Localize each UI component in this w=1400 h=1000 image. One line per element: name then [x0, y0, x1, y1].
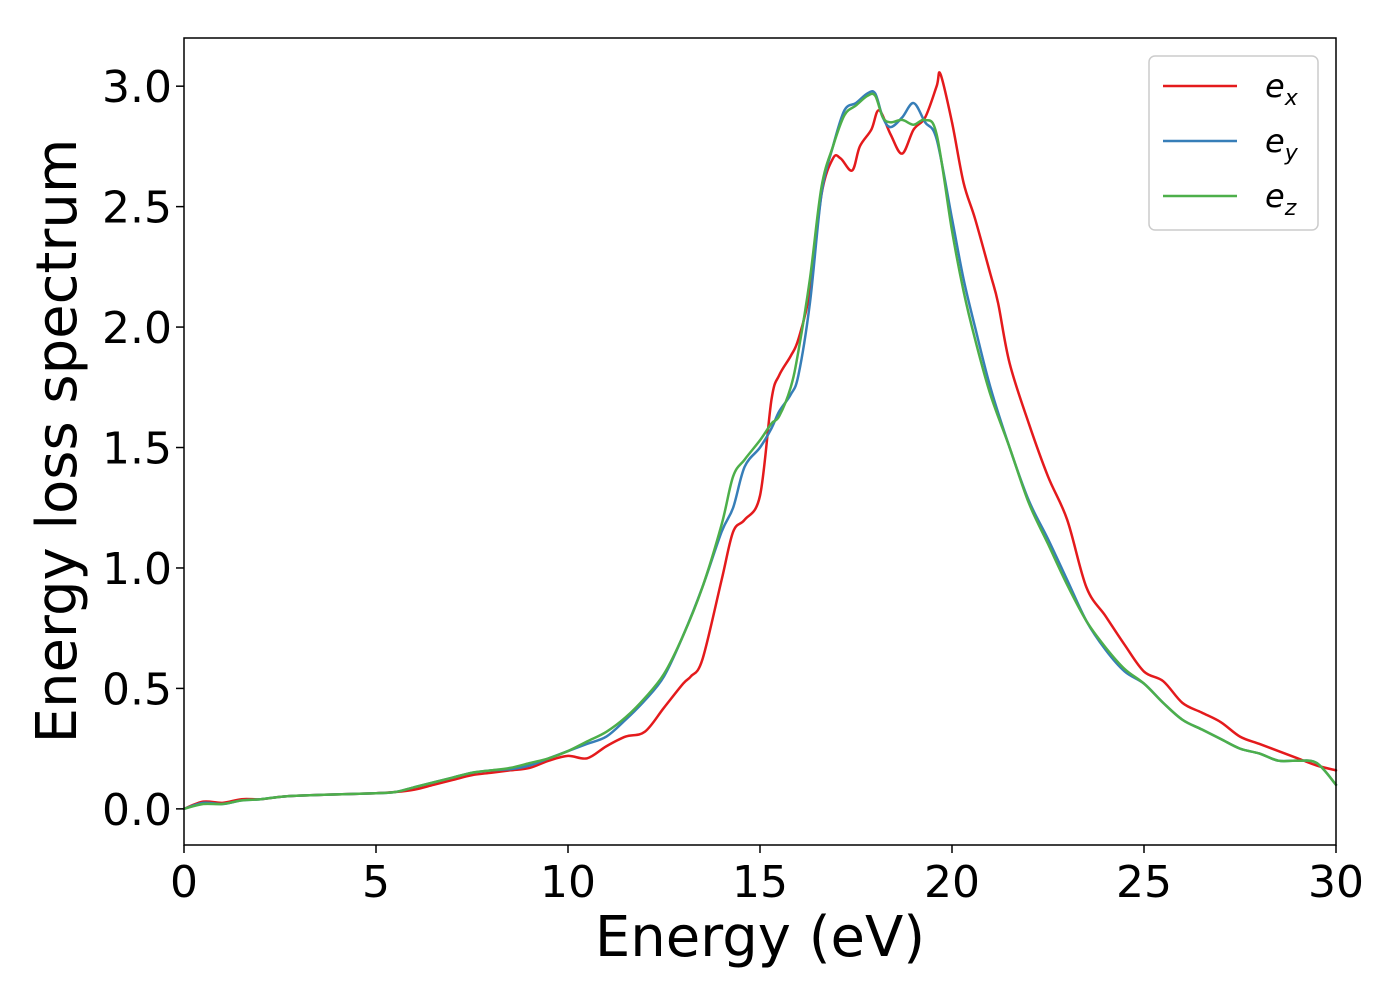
y-axis-label: Energy loss spectrum	[25, 139, 90, 744]
x-tick-label: 5	[362, 857, 390, 908]
x-tick-label: 20	[924, 857, 980, 908]
x-tick-label: 30	[1308, 857, 1364, 908]
x-tick-label: 15	[732, 857, 788, 908]
y-axis-ticks: 0.0 0.5 1.0 1.5 2.0 2.5 3.0	[102, 62, 184, 836]
series-line-z	[182, 92, 1338, 811]
legend-box	[1148, 55, 1319, 231]
y-tick-label: 1.5	[102, 424, 172, 475]
x-axis-ticks: 0 5 10 15 20 25 30	[170, 845, 1364, 908]
x-tick-label: 0	[170, 857, 198, 908]
x-axis-label: Energy (eV)	[595, 905, 925, 970]
y-tick-label: 0.0	[102, 785, 172, 836]
y-tick-label: 2.0	[102, 303, 172, 354]
x-tick-label: 10	[540, 857, 596, 908]
plot-lines	[182, 71, 1338, 811]
y-tick-label: 1.0	[102, 544, 172, 595]
y-tick-label: 3.0	[102, 62, 172, 113]
y-tick-label: 0.5	[102, 664, 172, 715]
legend-label-z: ez	[1265, 177, 1297, 221]
x-tick-label: 25	[1116, 857, 1172, 908]
y-tick-label: 2.5	[102, 183, 172, 234]
